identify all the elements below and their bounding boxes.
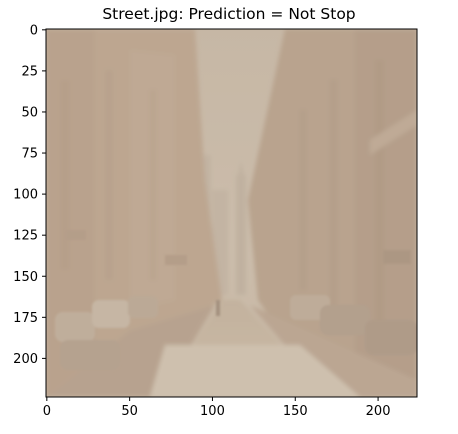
y-tick-label: 150 bbox=[13, 270, 38, 285]
y-tick-label: 200 bbox=[13, 352, 38, 367]
x-tick-label: 50 bbox=[121, 404, 138, 419]
y-tick-label: 25 bbox=[21, 64, 38, 79]
y-tick-label: 125 bbox=[13, 229, 38, 244]
y-tick-label: 175 bbox=[13, 311, 38, 326]
y-tick-label: 75 bbox=[21, 147, 38, 162]
axes-frame bbox=[45, 28, 418, 398]
y-axis: 0 25 50 75 100 125 150 175 200 bbox=[13, 23, 46, 367]
y-tick-label: 100 bbox=[13, 188, 38, 203]
street-photo bbox=[46, 29, 417, 397]
x-tick-label: 100 bbox=[200, 404, 225, 419]
x-tick-label: 200 bbox=[366, 404, 391, 419]
x-tick-label: 0 bbox=[43, 404, 51, 419]
x-axis: 0 50 100 150 200 bbox=[43, 397, 391, 419]
chart-title: Street.jpg: Prediction = Not Stop bbox=[102, 5, 356, 23]
y-tick-label: 0 bbox=[30, 23, 38, 38]
x-tick-label: 150 bbox=[283, 404, 308, 419]
y-tick-label: 50 bbox=[21, 105, 38, 120]
